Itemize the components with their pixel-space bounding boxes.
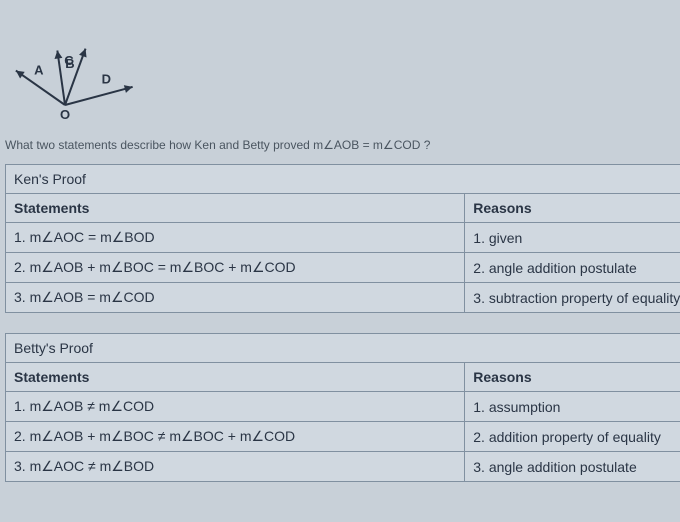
bettys-row-statement: 1. m∠AOB ≠ m∠COD (6, 392, 465, 422)
angle-diagram: ABCDO (5, 5, 165, 125)
bettys-reasons-header: Reasons (465, 363, 680, 392)
bettys-row-reason: 2. addition property of equality (465, 422, 680, 452)
kens-row-reason: 3. subtraction property of equality (465, 283, 680, 313)
bettys-row-reason: 1. assumption (465, 392, 680, 422)
bettys-row-statement: 2. m∠AOB + m∠BOC ≠ m∠BOC + m∠COD (6, 422, 465, 452)
bettys-proof-title: Betty's Proof (6, 334, 680, 363)
svg-text:A: A (34, 62, 44, 77)
kens-row-statement: 3. m∠AOB = m∠COD (6, 283, 465, 313)
kens-proof-table: Ken's Proof Statements Reasons 1. m∠AOC … (5, 164, 680, 313)
kens-proof-title: Ken's Proof (6, 165, 680, 194)
bettys-statements-header: Statements (6, 363, 465, 392)
bettys-row-reason: 3. angle addition postulate (465, 452, 680, 482)
kens-statements-header: Statements (6, 194, 465, 223)
svg-text:D: D (102, 72, 111, 87)
kens-reasons-header: Reasons (465, 194, 680, 223)
svg-text:C: C (64, 53, 74, 68)
kens-row-statement: 1. m∠AOC = m∠BOD (6, 223, 465, 253)
kens-row-statement: 2. m∠AOB + m∠BOC = m∠BOC + m∠COD (6, 253, 465, 283)
question-text: What two statements describe how Ken and… (0, 130, 680, 164)
kens-row-reason: 1. given (465, 223, 680, 253)
svg-text:O: O (60, 107, 70, 122)
kens-row-reason: 2. angle addition postulate (465, 253, 680, 283)
bettys-row-statement: 3. m∠AOC ≠ m∠BOD (6, 452, 465, 482)
bettys-proof-table: Betty's Proof Statements Reasons 1. m∠AO… (5, 333, 680, 482)
